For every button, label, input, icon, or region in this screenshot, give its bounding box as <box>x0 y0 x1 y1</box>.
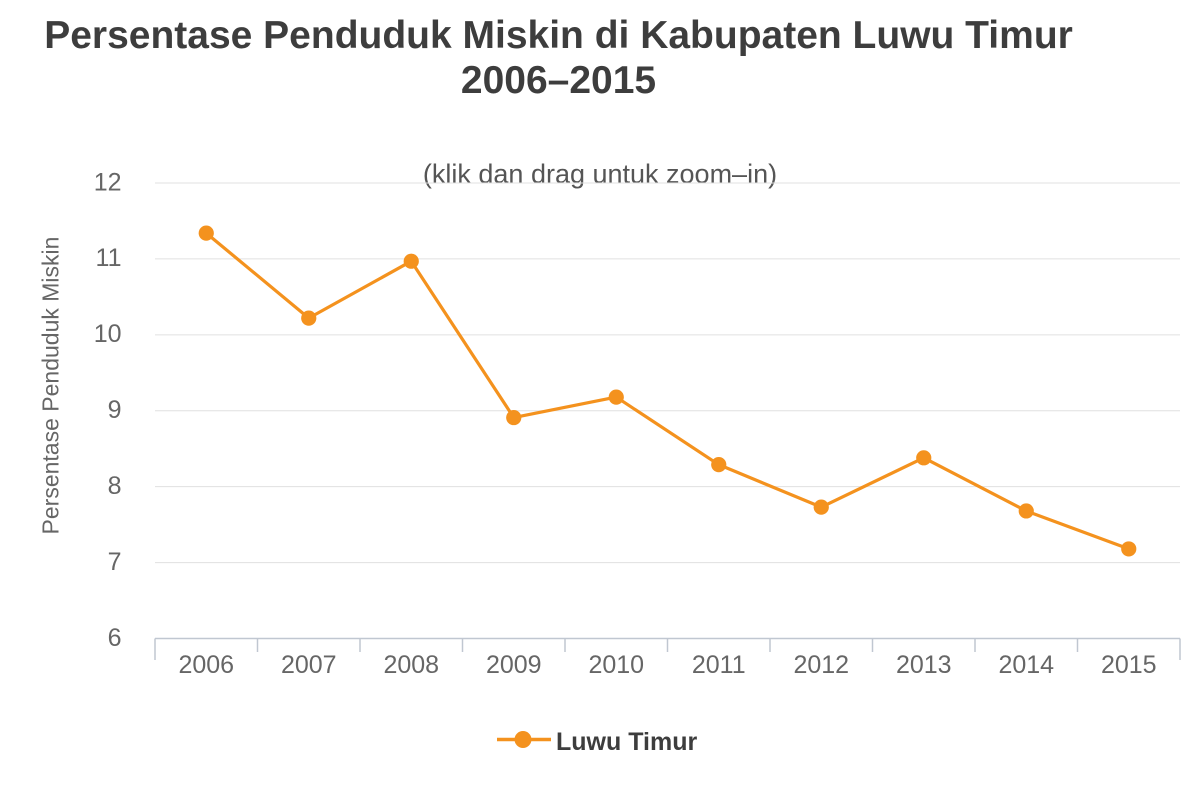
svg-text:2014: 2014 <box>998 651 1054 679</box>
svg-text:2006: 2006 <box>178 651 234 679</box>
svg-text:10: 10 <box>94 320 122 348</box>
svg-text:2010: 2010 <box>588 651 644 679</box>
svg-text:12: 12 <box>94 168 122 196</box>
svg-text:2012: 2012 <box>793 651 849 679</box>
svg-text:9: 9 <box>108 396 122 424</box>
svg-text:2008: 2008 <box>383 651 439 679</box>
svg-text:Luwu Timur: Luwu Timur <box>556 728 697 756</box>
svg-text:2011: 2011 <box>692 651 746 679</box>
svg-text:2009: 2009 <box>486 651 542 679</box>
svg-text:2015: 2015 <box>1101 651 1157 679</box>
svg-text:8: 8 <box>108 472 122 500</box>
svg-text:2013: 2013 <box>896 651 952 679</box>
svg-text:6: 6 <box>108 624 122 652</box>
svg-text:2007: 2007 <box>281 651 337 679</box>
svg-text:11: 11 <box>96 244 122 272</box>
svg-text:7: 7 <box>108 548 122 576</box>
